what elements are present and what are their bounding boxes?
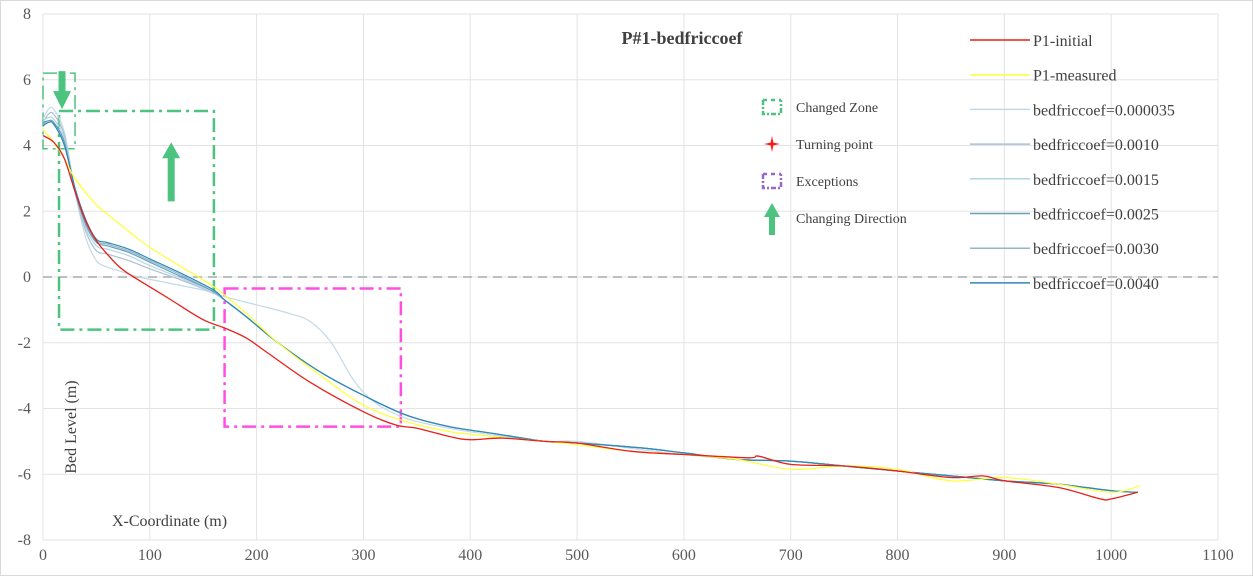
down-arrow-icon <box>53 71 72 110</box>
arrow-shaft <box>58 71 66 94</box>
series-legend[interactable]: P1-initial P1-measured bedfriccoef=0.00003… <box>970 33 1175 293</box>
annotation-legend-item: Exceptions <box>761 172 858 190</box>
x-axis-title: X-Coordinate (m) <box>112 513 227 530</box>
arrow-head <box>53 91 72 110</box>
legend-label: bedfriccoef=0.0010 <box>1033 137 1159 154</box>
annotation-legend: Changed Zone Turning point Exceptions Chang… <box>761 98 907 235</box>
y-tick-label: 8 <box>23 6 31 23</box>
annotation-legend-label: Changing Direction <box>796 212 907 227</box>
up-arrow-icon <box>764 203 780 217</box>
annotation-legend-label: Changed Zone <box>796 101 878 116</box>
legend-item[interactable]: bedfriccoef=0.0030 <box>970 241 1159 258</box>
x-tick-label: 500 <box>565 547 589 564</box>
arrow-head <box>162 142 181 159</box>
x-tick-label: 900 <box>992 547 1016 564</box>
legend-item[interactable]: bedfriccoef=0.0010 <box>970 137 1159 154</box>
y-tick-label: -6 <box>18 466 31 483</box>
bracket-icon <box>761 174 783 190</box>
x-tick-label: 1000 <box>1095 547 1127 564</box>
annotation-legend-label: Turning point <box>796 138 873 153</box>
legend-label: bedfriccoef=0.0030 <box>1033 241 1159 258</box>
series-line-p1-initial <box>42 135 1139 501</box>
legend-item[interactable]: P1-initial <box>970 33 1093 50</box>
exception-box <box>223 287 403 428</box>
legend-item[interactable]: bedfriccoef=0.000035 <box>970 102 1175 119</box>
y-tick-label: 6 <box>23 72 31 89</box>
annotation-legend-item: Changed Zone <box>761 98 878 116</box>
legend-item[interactable]: bedfriccoef=0.0040 <box>970 276 1159 293</box>
annotation-legend-item: Changing Direction <box>764 203 907 235</box>
annotations <box>42 71 403 428</box>
y-tick-label: -2 <box>18 335 31 352</box>
x-tick-label: 0 <box>39 547 47 564</box>
legend-label: P1-initial <box>1033 33 1093 50</box>
legend-label: bedfriccoef=0.000035 <box>1033 102 1175 119</box>
tick-labels: -8 -6 -4 -2 0 2 4 6 8 0 100 200 300 400 500 600 700 800 90… <box>18 6 1234 564</box>
y-tick-label: 4 <box>23 138 31 155</box>
legend-label: bedfriccoef=0.0040 <box>1033 276 1159 293</box>
bracket-icon <box>761 100 783 116</box>
star-icon <box>764 136 780 152</box>
x-tick-label: 300 <box>351 547 375 564</box>
legend-item[interactable]: P1-measured <box>970 68 1117 85</box>
up-arrow-icon <box>162 142 181 202</box>
x-tick-label: 100 <box>138 547 162 564</box>
y-axis-title: Bed Level (m) <box>63 380 80 473</box>
series-lines <box>42 106 1141 501</box>
x-tick-label: 800 <box>886 547 910 564</box>
annotation-legend-label: Exceptions <box>796 175 858 190</box>
x-tick-label: 700 <box>779 547 803 564</box>
arrow-shaft <box>769 215 775 235</box>
legend-item[interactable]: bedfriccoef=0.0015 <box>970 172 1159 189</box>
chart-title: P#1-bedfriccoef <box>622 28 744 48</box>
annotation-legend-item: Turning point <box>764 136 873 153</box>
legend-label: P1-measured <box>1033 68 1117 85</box>
arrow-shaft <box>167 156 175 202</box>
legend-item[interactable]: bedfriccoef=0.0025 <box>970 207 1159 224</box>
y-tick-label: -4 <box>18 401 31 418</box>
legend-label: bedfriccoef=0.0025 <box>1033 207 1159 224</box>
x-tick-label: 600 <box>672 547 696 564</box>
changed-zone-box <box>57 109 216 331</box>
legend-label: bedfriccoef=0.0015 <box>1033 172 1159 189</box>
x-tick-label: 200 <box>245 547 269 564</box>
x-tick-label: 400 <box>458 547 482 564</box>
y-tick-label: 2 <box>23 203 31 220</box>
y-tick-label: 0 <box>23 269 31 286</box>
y-tick-label: -8 <box>18 532 31 549</box>
x-tick-label: 1100 <box>1202 547 1233 564</box>
